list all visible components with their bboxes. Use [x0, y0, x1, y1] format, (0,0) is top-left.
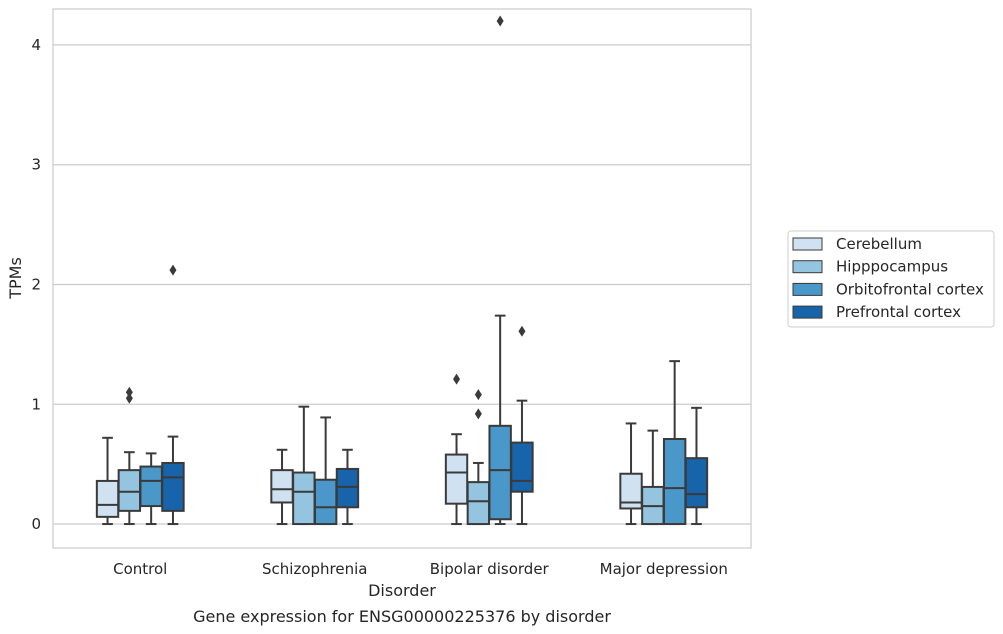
box	[444, 453, 469, 505]
y-axis-label: TPMs	[6, 257, 25, 300]
box	[488, 424, 512, 521]
legend-label: Cerebellum	[836, 235, 922, 253]
y-tick-label: 1	[31, 395, 41, 413]
y-tick-label: 3	[31, 156, 41, 174]
grid-lines	[53, 44, 751, 525]
legend-swatch	[792, 282, 823, 296]
box	[292, 471, 316, 526]
box-plot	[270, 448, 294, 526]
outlier-point	[169, 264, 177, 276]
box-plot	[161, 264, 185, 526]
outlier-point	[496, 15, 504, 27]
box	[335, 467, 360, 509]
box-plot	[313, 416, 338, 526]
box	[161, 461, 185, 512]
box-plot	[292, 405, 316, 526]
box-plot	[619, 422, 643, 526]
box-plot	[466, 389, 491, 526]
y-tick-label: 4	[31, 36, 41, 54]
box-plot	[335, 448, 360, 526]
plot-frame	[52, 8, 752, 549]
boxes	[95, 15, 709, 526]
outlier-point	[125, 392, 133, 404]
outlier-point	[125, 386, 133, 398]
x-tick-label: Control	[113, 560, 167, 578]
outlier-point	[518, 325, 526, 337]
box-plot	[95, 436, 120, 526]
outlier-point	[474, 389, 482, 401]
x-tick-labels: Control Schizophrenia Bipolar disorder Majo…	[113, 560, 728, 578]
x-tick-label: Major depression	[600, 560, 728, 578]
box-plot	[684, 406, 709, 526]
box	[510, 441, 534, 493]
box	[270, 469, 294, 504]
box-plot	[488, 15, 512, 526]
box	[117, 469, 142, 512]
box	[139, 465, 163, 508]
y-tick-labels: 0 1 2 3 4	[31, 36, 41, 533]
box	[313, 478, 338, 526]
box	[95, 479, 120, 518]
box-plot	[117, 386, 142, 526]
outlier-point	[453, 373, 461, 385]
y-tick-label: 0	[31, 515, 41, 533]
box-plot	[139, 452, 163, 526]
outlier-point	[474, 408, 482, 420]
legend-swatch	[792, 305, 823, 319]
box-plot	[444, 373, 469, 526]
box	[466, 481, 491, 526]
box-plot	[662, 360, 687, 526]
box	[662, 438, 687, 526]
legend-swatch	[792, 260, 823, 274]
legend-frame	[787, 230, 995, 328]
y-tick-label: 2	[31, 275, 41, 293]
legend-swatch	[792, 237, 823, 251]
x-tick-label: Bipolar disorder	[430, 560, 550, 578]
legend-label: Hipppocampus	[836, 258, 948, 276]
x-axis-label: Disorder	[368, 581, 436, 600]
chart-caption: Gene expression for ENSG00000225376 by d…	[193, 607, 611, 626]
legend-label: Prefrontal cortex	[836, 303, 961, 321]
legend-label: Orbitofrontal cortex	[836, 280, 984, 298]
box-plot	[641, 429, 665, 526]
legend: Cerebellum Hipppocampus Orbitofrontal cort…	[787, 230, 995, 328]
x-tick-label: Schizophrenia	[262, 560, 367, 578]
box	[684, 457, 709, 509]
box-plot	[510, 325, 534, 526]
